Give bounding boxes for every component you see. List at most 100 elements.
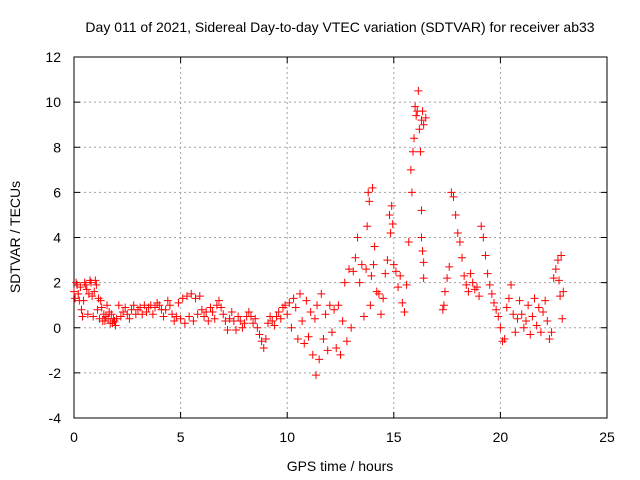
data-point — [345, 265, 354, 274]
data-point — [116, 312, 125, 321]
data-point — [362, 265, 371, 274]
data-point — [402, 280, 411, 289]
data-point — [543, 316, 552, 325]
data-point — [338, 316, 347, 325]
data-point — [261, 335, 270, 344]
data-point — [170, 316, 179, 325]
data-point — [494, 312, 503, 321]
data-point — [210, 314, 219, 323]
data-point — [379, 294, 388, 303]
data-point — [534, 303, 543, 312]
chart-title: Day 011 of 2021, Sidereal Day-to-day VTE… — [85, 19, 594, 35]
data-point — [187, 289, 196, 298]
data-point — [77, 305, 86, 314]
data-point — [90, 287, 99, 296]
data-point — [547, 328, 556, 337]
data-point — [553, 256, 562, 265]
data-point — [165, 301, 174, 310]
grid — [74, 57, 607, 418]
data-point — [79, 296, 88, 305]
data-point — [99, 310, 108, 319]
data-point — [466, 269, 475, 278]
data-point — [386, 228, 395, 237]
data-point — [481, 251, 490, 260]
data-point — [519, 323, 528, 332]
y-tick-label: 8 — [53, 139, 61, 155]
data-point — [359, 312, 368, 321]
data-point — [449, 192, 458, 201]
data-point — [221, 316, 230, 325]
data-point — [240, 319, 249, 328]
data-point — [558, 314, 567, 323]
data-point — [369, 260, 378, 269]
data-point — [507, 280, 516, 289]
data-point — [387, 201, 396, 210]
data-point — [417, 116, 426, 125]
data-point — [168, 310, 177, 319]
data-point — [148, 310, 157, 319]
y-tick-label: -2 — [49, 365, 62, 381]
data-point — [381, 269, 390, 278]
data-point — [163, 296, 172, 305]
data-point — [153, 298, 162, 307]
data-point — [257, 337, 266, 346]
data-point — [439, 301, 448, 310]
data-point — [212, 301, 221, 310]
data-point — [483, 269, 492, 278]
data-point — [146, 301, 155, 310]
data-point — [204, 316, 213, 325]
data-point — [351, 253, 360, 262]
data-point — [208, 307, 217, 316]
data-point — [468, 278, 477, 287]
data-point — [180, 319, 189, 328]
y-tick-label: 10 — [45, 94, 61, 110]
data-point — [200, 312, 209, 321]
data-point — [418, 247, 427, 256]
data-point — [287, 323, 296, 332]
data-point — [306, 307, 315, 316]
data-point — [370, 242, 379, 251]
data-point — [396, 271, 405, 280]
data-point — [364, 188, 373, 197]
data-point — [136, 303, 145, 312]
data-point — [270, 321, 279, 330]
data-point — [462, 280, 471, 289]
data-point — [178, 294, 187, 303]
data-point — [421, 113, 430, 122]
data-point — [374, 289, 383, 298]
data-point — [155, 301, 164, 310]
data-point — [502, 303, 511, 312]
data-point — [291, 303, 300, 312]
data-point — [133, 305, 142, 314]
data-point — [197, 305, 206, 314]
data-point — [419, 274, 428, 283]
data-point — [404, 238, 413, 247]
data-point — [142, 307, 151, 316]
data-point — [311, 371, 320, 380]
data-point — [81, 280, 90, 289]
data-point — [264, 319, 273, 328]
x-tick-label: 20 — [493, 429, 509, 445]
data-point — [87, 278, 96, 287]
data-point — [490, 298, 499, 307]
data-point — [365, 197, 374, 206]
data-point — [549, 274, 558, 283]
data-point — [528, 312, 537, 321]
y-tick-label: 12 — [45, 49, 61, 65]
data-point — [521, 316, 530, 325]
data-point — [93, 305, 102, 314]
data-point — [191, 294, 200, 303]
data-point — [536, 328, 545, 337]
data-point — [214, 296, 223, 305]
data-point — [206, 303, 215, 312]
data-point — [70, 287, 78, 296]
data-point — [189, 316, 198, 325]
data-point — [407, 188, 416, 197]
data-point — [315, 355, 324, 364]
data-point — [119, 307, 128, 316]
data-point — [349, 267, 358, 276]
data-point — [129, 301, 138, 310]
data-point — [414, 86, 423, 95]
data-point — [389, 260, 398, 269]
